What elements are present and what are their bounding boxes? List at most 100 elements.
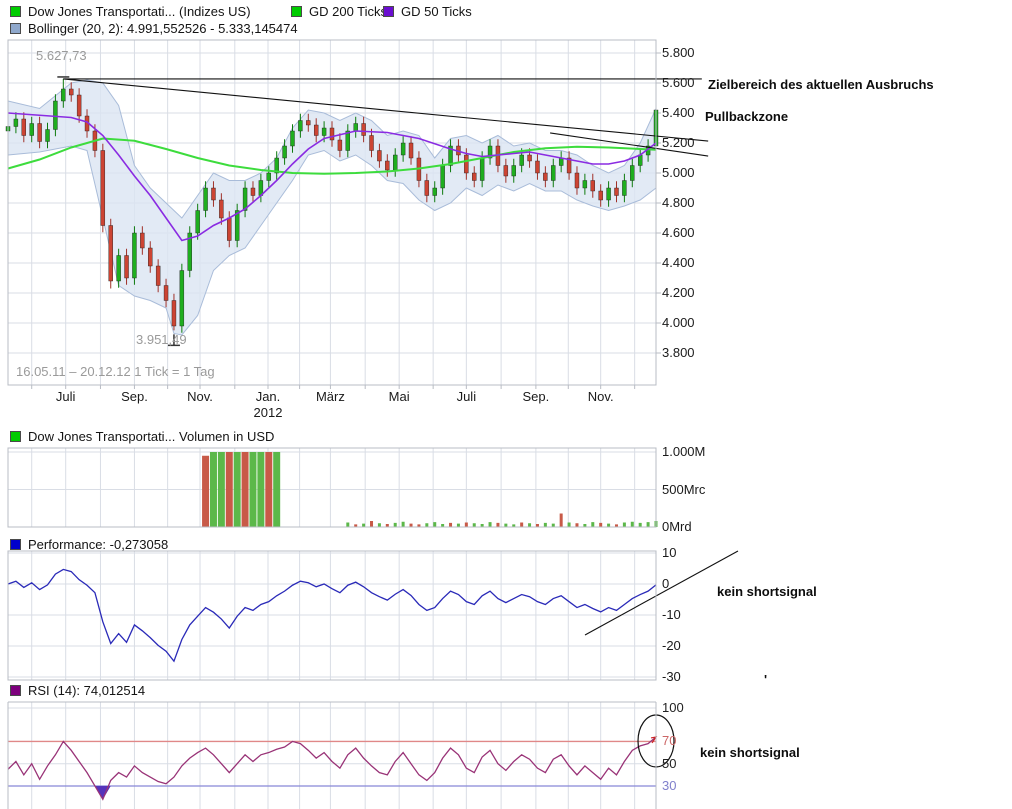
bollinger-upper-line: [7, 79, 657, 219]
trendline: [63, 78, 709, 142]
candle-body: [124, 255, 129, 279]
gd50-line: [7, 112, 657, 242]
volume-bar: [433, 522, 437, 527]
candle-body: [408, 142, 414, 159]
volume-bar: [504, 523, 508, 527]
candle-body: [155, 265, 161, 286]
volume-bar: [385, 524, 389, 527]
month-label: März: [315, 389, 345, 404]
candle-body: [274, 157, 279, 174]
volume-bar: [646, 522, 650, 527]
volume-bar: [567, 522, 571, 527]
rsi-swatch-icon: [10, 685, 21, 696]
performance-swatch-icon: [10, 539, 21, 550]
legend-rsi: RSI (14): 74,012514: [10, 683, 145, 698]
bollinger-swatch-icon: [10, 23, 21, 34]
candle-body: [558, 157, 564, 166]
rsi-line: [7, 736, 657, 801]
candle-body: [100, 150, 106, 226]
volume-bar: [393, 522, 397, 527]
candle-body: [551, 165, 556, 181]
candle-body: [290, 130, 295, 147]
volume-bar: [370, 521, 374, 527]
no-shortsignal-rsi-note: kein shortsignal: [700, 745, 800, 760]
candle-body: [195, 210, 200, 234]
volume-bar: [622, 522, 626, 527]
volume-bar: [472, 523, 476, 527]
candle-body: [511, 165, 516, 177]
candle-body: [606, 187, 611, 201]
volume-bar: [449, 522, 453, 527]
gd50-swatch-icon: [383, 6, 394, 17]
volume-bar: [528, 523, 532, 527]
gd200-line: [7, 137, 657, 175]
candle-body: [306, 120, 311, 126]
candle-body: [76, 94, 82, 117]
volume-bar: [638, 522, 642, 527]
volume-swatch-icon: [10, 431, 21, 442]
volume-bar: [202, 455, 210, 527]
breakout-target-note: Zielbereich des aktuellen Ausbruchs: [708, 77, 934, 92]
candle-body: [13, 118, 19, 127]
volume-bar: [599, 522, 603, 527]
performance-tick-label: 0: [662, 576, 670, 591]
volume-bar: [496, 522, 500, 527]
volume-bar: [630, 521, 634, 527]
volume-bar: [425, 523, 429, 527]
volume-bar: [464, 522, 468, 527]
bollinger-lower-line: [7, 145, 657, 336]
candle-body: [543, 172, 548, 181]
performance-tick-label: -20: [662, 638, 681, 653]
candle-body: [472, 172, 477, 181]
gd200-label: GD 200 Ticks: [309, 4, 388, 19]
price-tick-label: 5.200: [662, 135, 695, 150]
year-label: 2012: [253, 405, 283, 420]
volume-bar: [520, 522, 524, 527]
rsi-tick-label: 70: [662, 733, 677, 749]
candle-body: [345, 130, 351, 151]
candle-body: [69, 88, 74, 96]
volume-bar: [480, 524, 484, 527]
dow-jones-series-label: Dow Jones Transportati... (Indizes US): [28, 4, 251, 19]
candle-body: [53, 100, 58, 130]
volume-bar: [535, 524, 539, 527]
candle-body: [337, 139, 343, 151]
panel-border: [7, 39, 657, 386]
volume-bar: [575, 523, 579, 527]
month-label: Nov.: [187, 389, 213, 404]
candle-body: [527, 154, 532, 162]
candle-body: [377, 150, 382, 162]
volume-bar: [377, 523, 381, 527]
price-tick-label: 4.200: [662, 285, 695, 300]
candle-body: [234, 210, 240, 241]
candle-body: [400, 142, 406, 156]
candle-body: [590, 180, 595, 192]
month-label: Sep.: [522, 389, 550, 404]
legend-performance: Performance: -0,273058: [10, 537, 168, 552]
candle-body: [440, 165, 445, 189]
volume-bar: [362, 523, 366, 527]
volume-bar: [607, 523, 611, 527]
price-tick-label: 5.000: [662, 165, 695, 180]
month-label: Nov.: [587, 389, 614, 404]
price-tick-label: 5.600: [662, 75, 695, 90]
legend-bollinger: Bollinger (20, 2): 4.991,552526 - 5.333,…: [10, 21, 298, 36]
legend-main-price: Dow Jones Transportati... (Indizes US): [10, 4, 251, 19]
month-label: Juli: [55, 389, 76, 404]
candle-body: [535, 160, 540, 174]
volume-bar: [265, 452, 273, 527]
candle-body: [519, 154, 524, 166]
volume-tick-label: 500Mrc: [662, 481, 706, 497]
volume-bar: [488, 522, 492, 527]
volume-bar: [543, 522, 547, 527]
candle-body: [29, 123, 34, 136]
candle-body: [227, 217, 232, 241]
volume-bar: [217, 452, 225, 527]
candle-body: [393, 154, 398, 171]
candle-body: [369, 135, 374, 151]
candle-body: [140, 232, 145, 249]
performance-line: [7, 568, 657, 663]
candle-body: [148, 247, 153, 267]
candle-body: [574, 172, 580, 189]
